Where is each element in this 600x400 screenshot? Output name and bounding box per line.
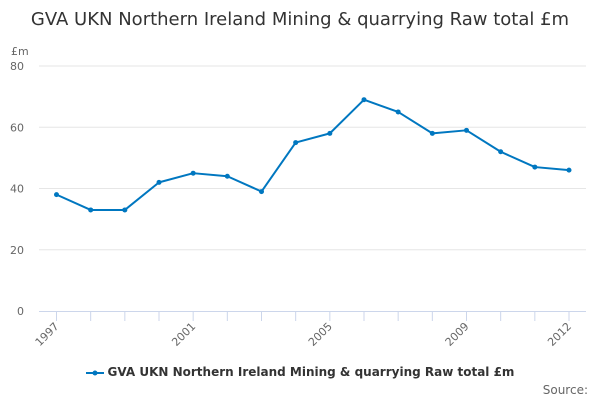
data-point [88, 207, 94, 213]
data-point [190, 170, 196, 176]
data-point [464, 127, 469, 133]
data-point [327, 130, 333, 136]
data-point [395, 109, 401, 115]
legend-line-marker-icon [85, 370, 104, 375]
legend[interactable]: GVA UKN Northern Ireland Mining & quarry… [0, 365, 600, 379]
y-tick-label: 0 [17, 305, 24, 318]
y-tick-label: 20 [10, 244, 24, 257]
line-chart: 0 20 40 60 80 £m 1997 2001 2005 2009 2012 [10, 45, 586, 349]
series-line [56, 98, 570, 211]
y-axis-label: £m [11, 45, 29, 58]
data-point [293, 140, 299, 146]
data-point [54, 192, 59, 198]
x-tick-label: 2005 [306, 320, 335, 349]
y-tick-label: 80 [10, 60, 24, 73]
data-point [532, 164, 538, 170]
x-tick-label: 1997 [33, 320, 62, 349]
data-point [122, 207, 128, 213]
x-tick-label: 2001 [169, 320, 198, 349]
data-point [156, 179, 162, 185]
x-tick-label: 2012 [545, 320, 574, 349]
data-point [566, 167, 572, 173]
data-point [429, 130, 435, 136]
legend-label: GVA UKN Northern Ireland Mining & quarry… [107, 365, 515, 379]
y-tick-label: 60 [10, 121, 24, 134]
source-label: Source: [542, 383, 588, 397]
data-point [259, 189, 264, 195]
data-point [224, 173, 230, 179]
data-point [361, 97, 367, 103]
x-tick-label: 2009 [443, 320, 472, 349]
y-tick-label: 40 [10, 183, 24, 196]
data-point [498, 149, 504, 155]
chart-title: GVA UKN Northern Ireland Mining & quarry… [30, 9, 570, 30]
